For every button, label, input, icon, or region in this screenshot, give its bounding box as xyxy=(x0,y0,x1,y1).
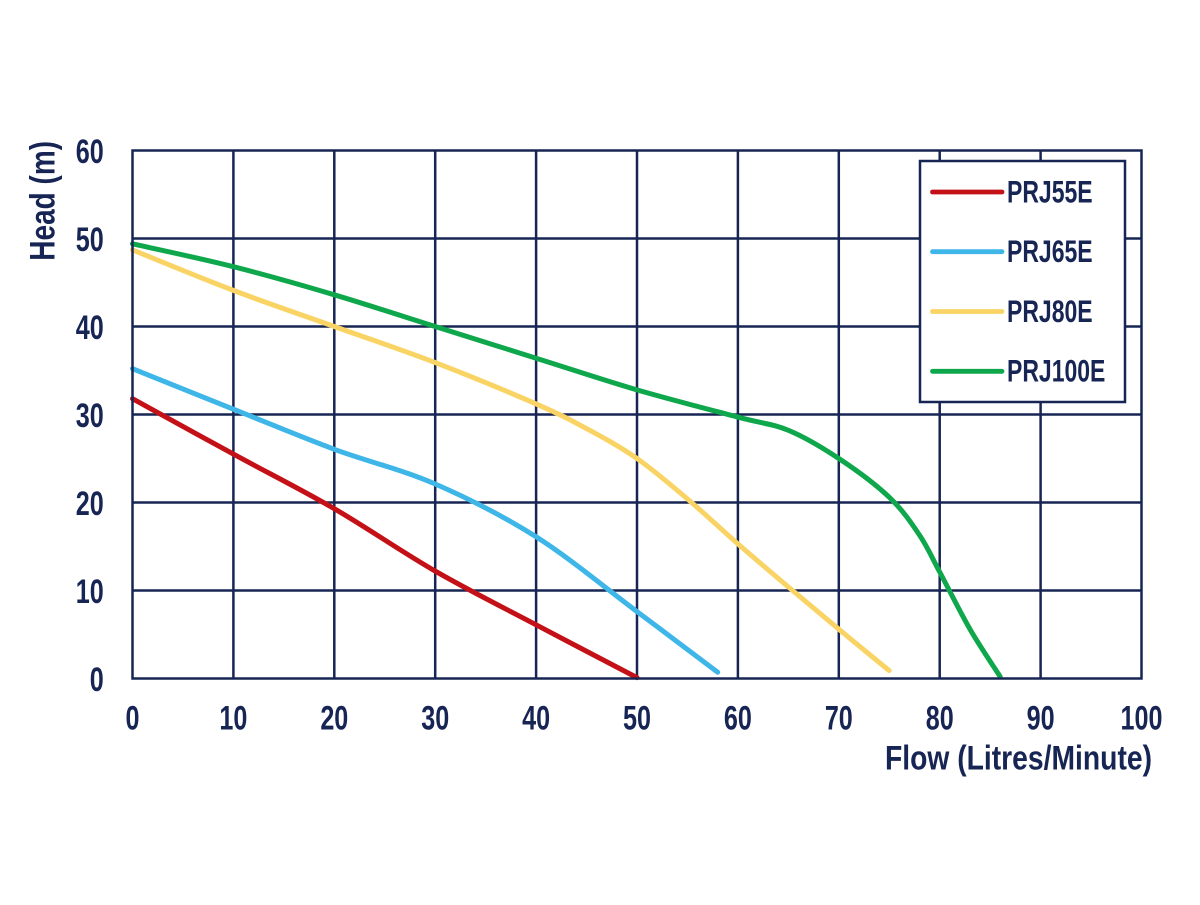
svg-text:100: 100 xyxy=(1121,700,1163,738)
svg-text:Head (m): Head (m) xyxy=(22,141,62,261)
svg-text:Flow (Litres/Minute): Flow (Litres/Minute) xyxy=(885,738,1152,777)
svg-text:10: 10 xyxy=(76,573,104,611)
svg-text:20: 20 xyxy=(76,485,104,523)
svg-text:30: 30 xyxy=(421,700,449,738)
svg-text:10: 10 xyxy=(219,700,247,738)
svg-text:PRJ80E: PRJ80E xyxy=(1007,293,1093,328)
svg-text:PRJ55E: PRJ55E xyxy=(1007,174,1093,209)
svg-text:PRJ100E: PRJ100E xyxy=(1007,353,1105,388)
svg-text:60: 60 xyxy=(76,133,104,171)
svg-text:40: 40 xyxy=(76,309,104,347)
svg-text:70: 70 xyxy=(825,700,853,738)
svg-text:20: 20 xyxy=(320,700,348,738)
svg-text:50: 50 xyxy=(76,221,104,259)
svg-text:60: 60 xyxy=(724,700,752,738)
svg-text:90: 90 xyxy=(1027,700,1055,738)
svg-text:40: 40 xyxy=(522,700,550,738)
svg-text:50: 50 xyxy=(623,700,651,738)
svg-text:PRJ65E: PRJ65E xyxy=(1007,234,1093,269)
svg-text:30: 30 xyxy=(76,397,104,435)
svg-text:80: 80 xyxy=(926,700,954,738)
svg-text:0: 0 xyxy=(126,700,140,738)
svg-text:0: 0 xyxy=(90,661,104,699)
